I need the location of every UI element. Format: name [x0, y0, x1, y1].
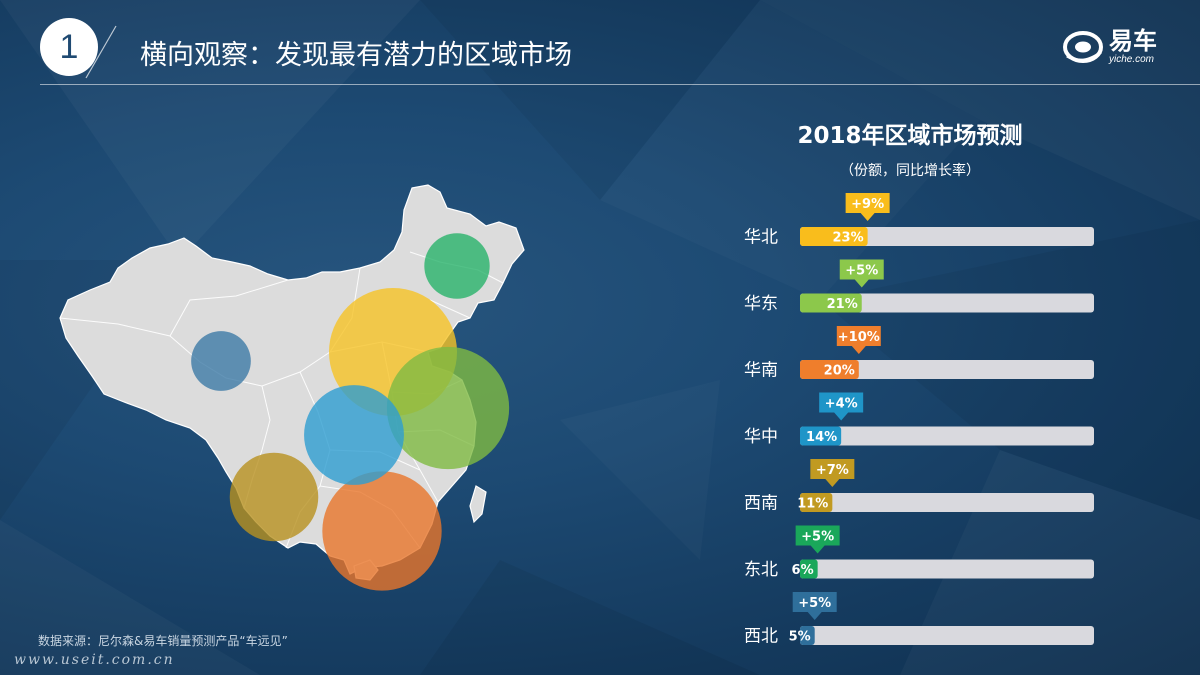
category-label: 华北 [744, 228, 778, 248]
growth-callout-pointer [825, 479, 840, 487]
bar-row-2: 华南 20% +10% [744, 326, 1094, 381]
bubble-e8a5bfe58c97 [191, 331, 251, 391]
growth-callout-pointer [807, 612, 822, 620]
growth-label: +7% [816, 463, 849, 478]
value-label: 23% [832, 231, 863, 246]
bar-row-3: 华中 14% +4% [744, 392, 1094, 447]
bubble-e58d8ee4b8ad [304, 385, 404, 485]
chart-subtitle: （份额，同比增长率） [840, 163, 980, 179]
region-bubbles [191, 233, 510, 591]
bar [800, 493, 833, 512]
growth-callout-box [795, 525, 840, 546]
value-label: 5% [789, 630, 811, 645]
growth-label: +5% [798, 596, 831, 611]
value-label: 21% [827, 297, 858, 312]
growth-callout-box [839, 259, 884, 280]
bar-row-1: 华东 21% +5% [744, 259, 1094, 314]
bar [800, 293, 862, 313]
category-label: 西南 [744, 494, 778, 514]
growth-callout-box [845, 193, 890, 213]
brand-mark-icon [1063, 31, 1103, 63]
growth-callout-pointer [834, 412, 849, 421]
bar-row-0: 华北 23% +9% [744, 193, 1094, 248]
chart-title: 2018年区域市场预测 [797, 123, 1023, 149]
bar [800, 426, 842, 446]
header-divider [40, 84, 1200, 85]
growth-label: +5% [845, 264, 878, 279]
growth-label: +5% [801, 530, 834, 545]
bubble-e4b89ce58c97 [424, 233, 490, 299]
category-label: 华中 [744, 427, 778, 447]
value-label: 6% [792, 563, 814, 578]
bubble-e58d8ee58d97 [322, 471, 442, 591]
growth-label: +4% [825, 397, 858, 412]
growth-callout-box [810, 459, 855, 479]
category-label: 华南 [744, 361, 778, 381]
category-label: 西北 [744, 627, 778, 647]
page-title: 横向观察：发现最有潜力的区域市场 [140, 40, 572, 71]
growth-callout-pointer [854, 279, 869, 288]
growth-callout-pointer [851, 346, 866, 354]
bubble-e8a5bfe58d97 [229, 452, 319, 542]
growth-callout-box [836, 326, 881, 346]
bar-track [800, 426, 1094, 446]
growth-callout-pointer [810, 545, 825, 554]
brand-name: 易车 [1109, 27, 1157, 55]
bar [800, 626, 815, 645]
growth-callout-box [819, 392, 864, 413]
bar [800, 559, 818, 579]
category-label: 华东 [744, 294, 778, 314]
bar-track [800, 227, 1094, 246]
value-label: 14% [806, 430, 837, 445]
bar-track [800, 360, 1094, 379]
category-label: 东北 [744, 560, 778, 580]
bubble-e58d8ee4b89c [386, 346, 510, 470]
bar-track [800, 293, 1094, 313]
brand-domain: yiche.com [1109, 54, 1155, 65]
brand-logo: 易车 yiche.com [1063, 24, 1183, 70]
section-number-badge: 1 [40, 18, 98, 76]
site-watermark: www.useit.com.cn [14, 652, 175, 668]
bar-track [800, 493, 1094, 512]
bar [800, 227, 868, 246]
bar-row-4: 西南 11% +7% [744, 459, 1094, 514]
bar-track [800, 626, 1094, 645]
growth-label: +10% [838, 330, 880, 345]
data-source-note: 数据来源：尼尔森&易车销量预测产品“车远见” [38, 634, 288, 648]
taiwan-island [469, 485, 487, 524]
bar-row-6: 西北 5% +5% [744, 592, 1094, 647]
value-label: 20% [824, 364, 855, 379]
bar-track [800, 559, 1094, 579]
growth-callout-pointer [860, 213, 875, 221]
growth-label: +9% [851, 197, 884, 212]
value-label: 11% [797, 497, 828, 512]
header-slash-decoration [85, 25, 117, 79]
bar [800, 360, 859, 379]
bar-row-5: 东北 6% +5% [744, 525, 1094, 580]
growth-callout-box [792, 592, 837, 612]
